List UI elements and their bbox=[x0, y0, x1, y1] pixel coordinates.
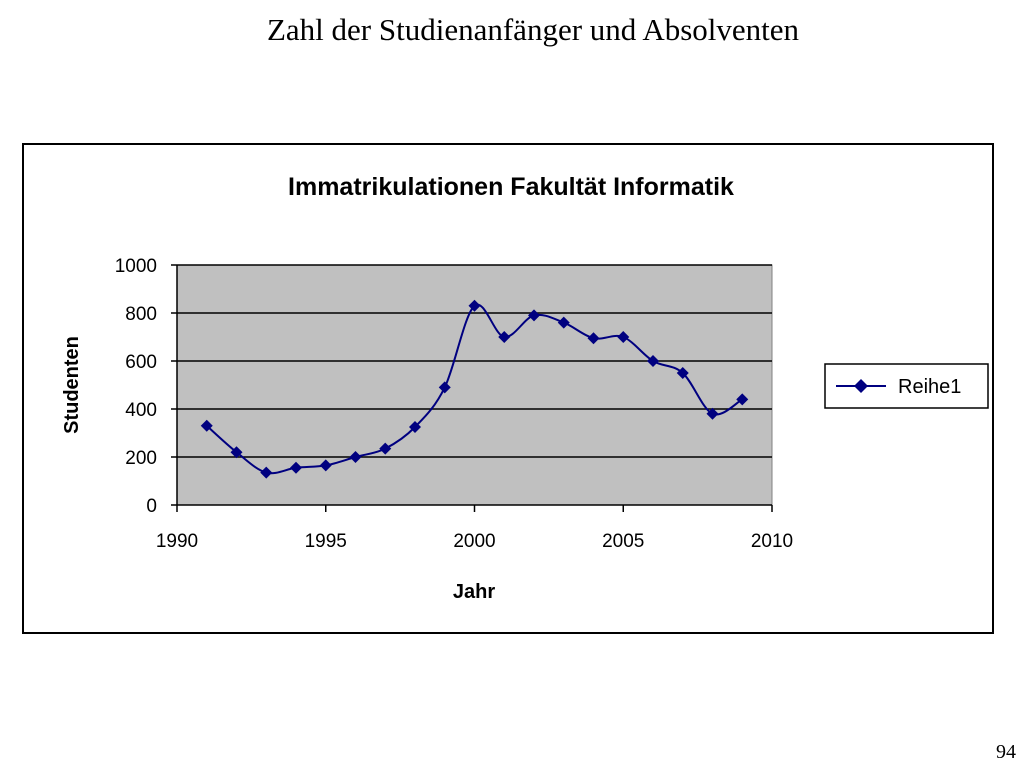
grid-lines bbox=[177, 264, 772, 458]
data-point bbox=[736, 393, 749, 406]
legend-marker bbox=[854, 379, 868, 393]
data-point bbox=[349, 451, 362, 463]
data-point bbox=[528, 309, 540, 322]
x-tick-label: 1990 bbox=[156, 531, 198, 552]
data-point bbox=[290, 461, 302, 474]
series-group bbox=[200, 299, 749, 479]
y-tick-label: 600 bbox=[125, 352, 157, 373]
y-axis: 0 200 400 600 800 1000 bbox=[115, 256, 178, 517]
y-tick-label: 400 bbox=[125, 400, 157, 421]
data-point bbox=[200, 419, 213, 432]
legend-label-reihe1: Reihe1 bbox=[898, 376, 961, 398]
data-point bbox=[498, 331, 511, 343]
x-tick-label: 2010 bbox=[751, 531, 793, 552]
y-tick-label: 800 bbox=[125, 304, 157, 325]
data-point bbox=[379, 442, 392, 455]
data-point bbox=[617, 331, 630, 343]
x-axis: 1990 1995 2000 2005 2010 bbox=[156, 504, 793, 552]
data-point bbox=[468, 299, 481, 312]
data-point bbox=[587, 332, 600, 345]
data-point bbox=[557, 316, 570, 329]
x-tick-label: 2000 bbox=[453, 531, 495, 552]
data-point bbox=[676, 367, 689, 379]
legend: Reihe1 bbox=[824, 363, 989, 409]
chart: Immatrikulationen Fakultät Informatik 0 2… bbox=[61, 173, 989, 603]
data-point bbox=[230, 446, 243, 459]
data-point bbox=[319, 459, 332, 472]
y-axis-label: Studenten bbox=[61, 336, 83, 434]
y-tick-label: 0 bbox=[146, 496, 157, 517]
x-tick-label: 2005 bbox=[602, 531, 644, 552]
page-number: 94 bbox=[996, 741, 1016, 763]
data-point bbox=[706, 407, 719, 420]
y-tick-label: 200 bbox=[125, 448, 157, 469]
data-point bbox=[409, 421, 421, 433]
slide-title: Zahl der Studienanfänger und Absolventen bbox=[266, 12, 800, 47]
data-point bbox=[260, 466, 273, 479]
x-axis-label: Jahr bbox=[453, 581, 495, 603]
chart-title: Immatrikulationen Fakultät Informatik bbox=[288, 173, 734, 201]
y-tick-label: 1000 bbox=[115, 256, 157, 277]
data-point bbox=[438, 381, 451, 394]
x-tick-label: 1995 bbox=[305, 531, 347, 552]
data-point bbox=[647, 355, 659, 367]
chart-frame: Immatrikulationen Fakultät Informatik 0 2… bbox=[22, 143, 994, 634]
